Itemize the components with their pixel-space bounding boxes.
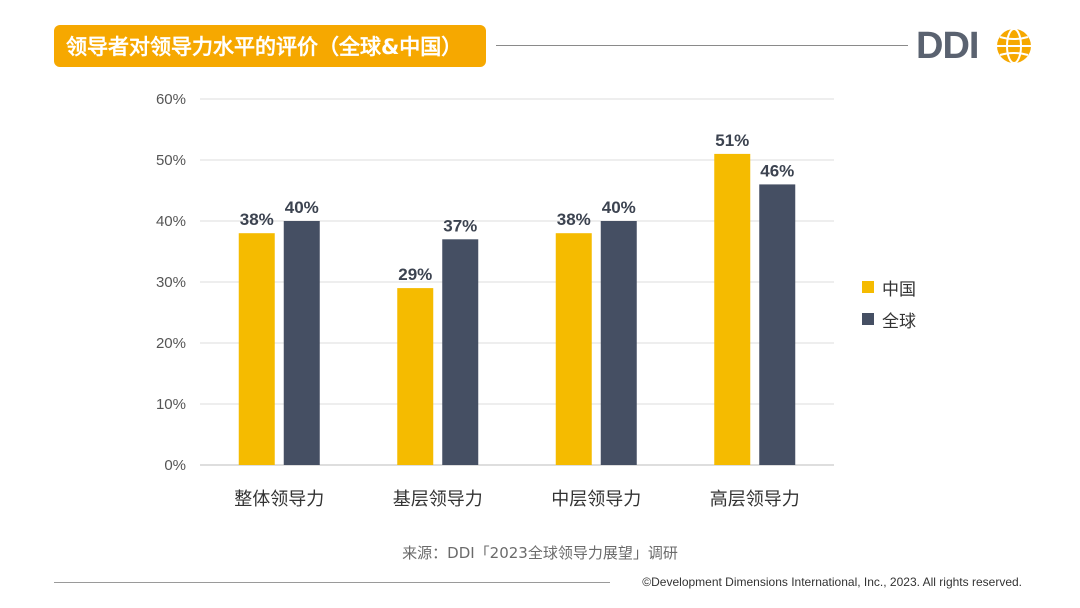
legend-label-global: 全球 [882,311,916,332]
bar [714,153,751,465]
bar [442,239,479,465]
data-label: 38% [557,210,591,229]
source-note: 来源：DDI「2023全球领导力展望」调研 [402,544,678,562]
globe-icon [997,28,1031,64]
x-tick-label: 基层领导力 [393,489,483,510]
bars-layer [238,153,796,465]
bar [600,221,637,465]
legend-item-global: 全球 [862,308,916,332]
y-tick-label: 10% [156,396,186,413]
y-tick-label: 60% [156,91,186,108]
x-tick-label: 整体领导力 [234,489,324,510]
data-label: 29% [398,265,432,284]
data-label: 40% [285,198,319,217]
legend-item-china: 中国 [862,276,916,300]
title-divider [496,45,908,46]
legend-label-china: 中国 [882,279,916,300]
x-tick-label: 中层领导力 [551,489,641,510]
y-tick-label: 0% [164,457,186,474]
y-tick-label: 40% [156,213,186,230]
logo-text: DDI [916,25,979,67]
data-label: 37% [443,216,477,235]
y-tick-label: 30% [156,274,186,291]
legend-swatch-china [862,281,874,293]
legend: 中国 全球 [862,276,916,340]
copyright-notice: ©Development Dimensions International, I… [642,575,1022,589]
data-label: 40% [602,198,636,217]
footer-divider [54,582,610,583]
y-tick-label: 50% [156,152,186,169]
x-tick-label: 高层领导力 [710,489,800,510]
y-tick-label: 20% [156,335,186,352]
ddi-logo: DDI [916,24,1038,68]
legend-swatch-global [862,313,874,325]
page-title: 领导者对领导力水平的评价（全球&中国） [54,25,486,67]
bar [283,221,320,465]
bar [397,288,434,465]
data-label: 46% [760,161,794,180]
bar [759,184,796,465]
labels-layer: 0% 10% 20% 30% 40% 50% 60% 38% 40% 整体领导力 29% 37% 基层领… [156,91,800,510]
bar [555,233,592,465]
data-label: 38% [240,210,274,229]
data-label: 51% [715,131,749,150]
bar [238,233,275,465]
